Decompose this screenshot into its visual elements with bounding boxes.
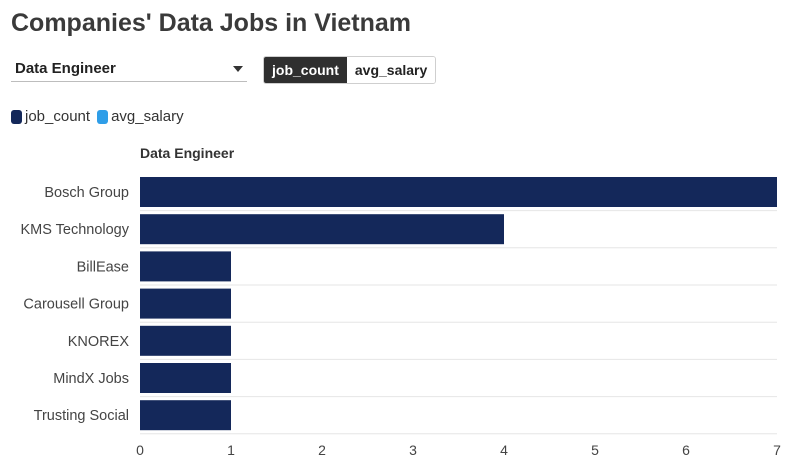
legend-swatch-job-count bbox=[11, 109, 22, 124]
category-label-kms-technology: KMS Technology bbox=[20, 222, 129, 238]
category-label-bosch-group: Bosch Group bbox=[44, 185, 129, 201]
role-select-value: Data Engineer bbox=[15, 60, 116, 77]
role-select[interactable]: Data Engineer bbox=[11, 56, 247, 82]
metric-toggle: job_count avg_salary bbox=[263, 56, 437, 84]
bar-kms-technology[interactable] bbox=[140, 214, 504, 245]
x-tick-label: 4 bbox=[500, 442, 508, 458]
bar-carousell-group[interactable] bbox=[140, 288, 231, 319]
category-label-carousell-group: Carousell Group bbox=[23, 297, 129, 313]
toggle-avg-salary[interactable]: avg_salary bbox=[346, 57, 436, 83]
bar-mindx-jobs[interactable] bbox=[140, 363, 231, 393]
bar-trusting-social[interactable] bbox=[140, 400, 231, 431]
legend-label-job-count: job_count bbox=[25, 108, 91, 125]
bar-knorex[interactable] bbox=[140, 325, 231, 356]
toggle-job-count[interactable]: job_count bbox=[264, 57, 347, 83]
legend-swatch-avg-salary bbox=[97, 109, 109, 124]
x-tick-label: 7 bbox=[773, 442, 781, 458]
bar-billease[interactable] bbox=[140, 251, 231, 282]
facet-title: Data Engineer bbox=[140, 145, 235, 161]
chart-legend: job_count avg_salary bbox=[11, 108, 191, 125]
legend-item-job-count[interactable]: job_count bbox=[11, 108, 90, 125]
x-tick-label: 1 bbox=[227, 442, 235, 458]
x-tick-label: 3 bbox=[409, 442, 417, 458]
page-title: Companies' Data Jobs in Vietnam bbox=[11, 9, 412, 37]
legend-item-avg-salary[interactable]: avg_salary bbox=[97, 108, 184, 125]
x-tick-label: 6 bbox=[682, 442, 690, 458]
category-label-trusting-social: Trusting Social bbox=[34, 408, 129, 424]
legend-label-avg-salary: avg_salary bbox=[111, 108, 184, 125]
x-tick-label: 2 bbox=[318, 442, 326, 458]
x-tick-label: 5 bbox=[591, 442, 599, 458]
bar-bosch-group[interactable] bbox=[140, 177, 777, 207]
x-tick-label: 0 bbox=[136, 442, 144, 458]
category-label-billease: BillEase bbox=[77, 259, 129, 275]
category-label-knorex: KNOREX bbox=[68, 334, 130, 350]
chevron-down-icon bbox=[233, 65, 243, 72]
category-label-mindx-jobs: MindX Jobs bbox=[53, 371, 129, 387]
